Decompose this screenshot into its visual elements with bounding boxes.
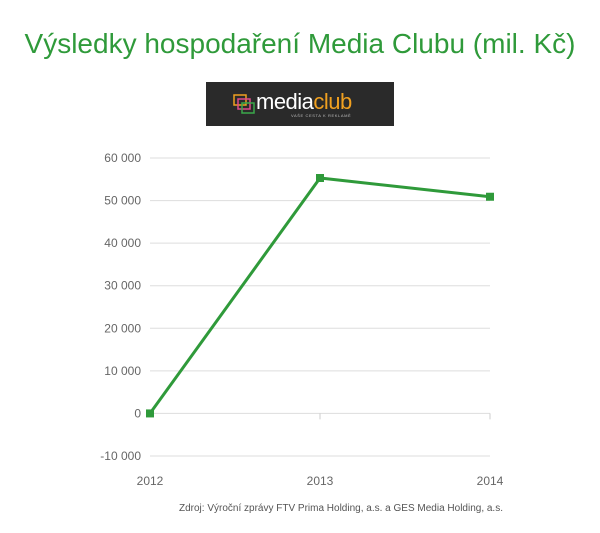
logo-tagline: VAŠE CESTA K REKLAMĚ xyxy=(291,113,352,118)
y-tick-label: 0 xyxy=(134,406,141,420)
logo-wordmark-media: media xyxy=(256,89,314,114)
data-point xyxy=(146,409,154,418)
logo-wordmark: mediaclub xyxy=(256,89,352,115)
y-tick-label: 40 000 xyxy=(104,236,141,250)
x-axis-labels: 2012 2013 2014 xyxy=(137,474,504,488)
series-line xyxy=(148,176,491,415)
y-tick-label: 60 000 xyxy=(104,151,141,165)
logo-wordmark-club: club xyxy=(313,89,352,114)
x-tick-label: 2013 xyxy=(307,474,334,488)
y-tick-label: 30 000 xyxy=(104,279,141,293)
y-tick-label: 50 000 xyxy=(104,194,141,208)
y-tick-label: 20 000 xyxy=(104,321,141,335)
series-group xyxy=(146,174,494,418)
mediaclub-logo: mediaclub VAŠE CESTA K REKLAMĚ xyxy=(206,82,394,126)
x-tick-label: 2012 xyxy=(137,474,164,488)
data-point xyxy=(316,174,324,183)
logo-mark-icon xyxy=(233,94,255,114)
chart-title: Výsledky hospodaření Media Clubu (mil. K… xyxy=(24,28,576,59)
y-axis-labels: 60 000 50 000 40 000 30 000 20 000 10 000 0 -10… xyxy=(100,151,141,463)
source-note: Zdroj: Výroční zprávy FTV Prima Holding,… xyxy=(178,503,503,514)
data-point xyxy=(486,192,494,201)
y-tick-label: -10 000 xyxy=(100,449,141,463)
grid-lines xyxy=(150,157,491,457)
x-tick-label: 2014 xyxy=(477,474,504,488)
y-tick-label: 10 000 xyxy=(104,364,141,378)
